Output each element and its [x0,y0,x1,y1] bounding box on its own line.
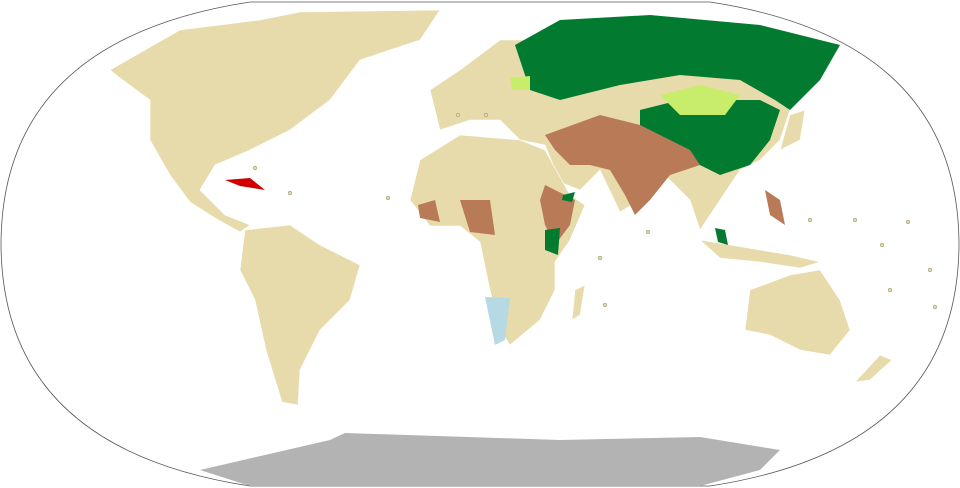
island-dot [597,255,603,261]
indonesia [699,239,822,269]
island-dot [807,217,813,223]
japan [779,109,806,151]
south-asia [545,115,700,215]
island-dot [483,112,489,118]
yemen-region [562,192,575,202]
island-dot [455,112,461,118]
belarus [510,76,530,90]
kenya [545,228,560,255]
malaysia [715,228,728,245]
west-africa-b [460,200,495,235]
madagascar [571,284,586,321]
island-dot [852,217,858,223]
north-america [109,9,441,233]
small-islands [252,112,938,310]
island-dot [602,302,608,308]
australia [744,269,851,356]
west-africa-a [418,200,440,222]
island-dot [932,304,938,310]
south-america [239,224,361,406]
island-dot [927,267,933,273]
mongolia [660,85,740,115]
island-dot [252,165,258,171]
island-dot [879,242,885,248]
island-dot [385,195,391,201]
island-dot [645,229,651,235]
cuba [225,178,265,190]
new-zealand [854,354,893,383]
africa [409,134,586,346]
antarctica [200,433,780,486]
namibia [485,297,510,345]
philippines [765,190,785,225]
island-dot [887,287,893,293]
china [640,100,780,175]
island-dot [287,190,293,196]
island-dot [905,219,911,225]
russia [515,15,840,110]
